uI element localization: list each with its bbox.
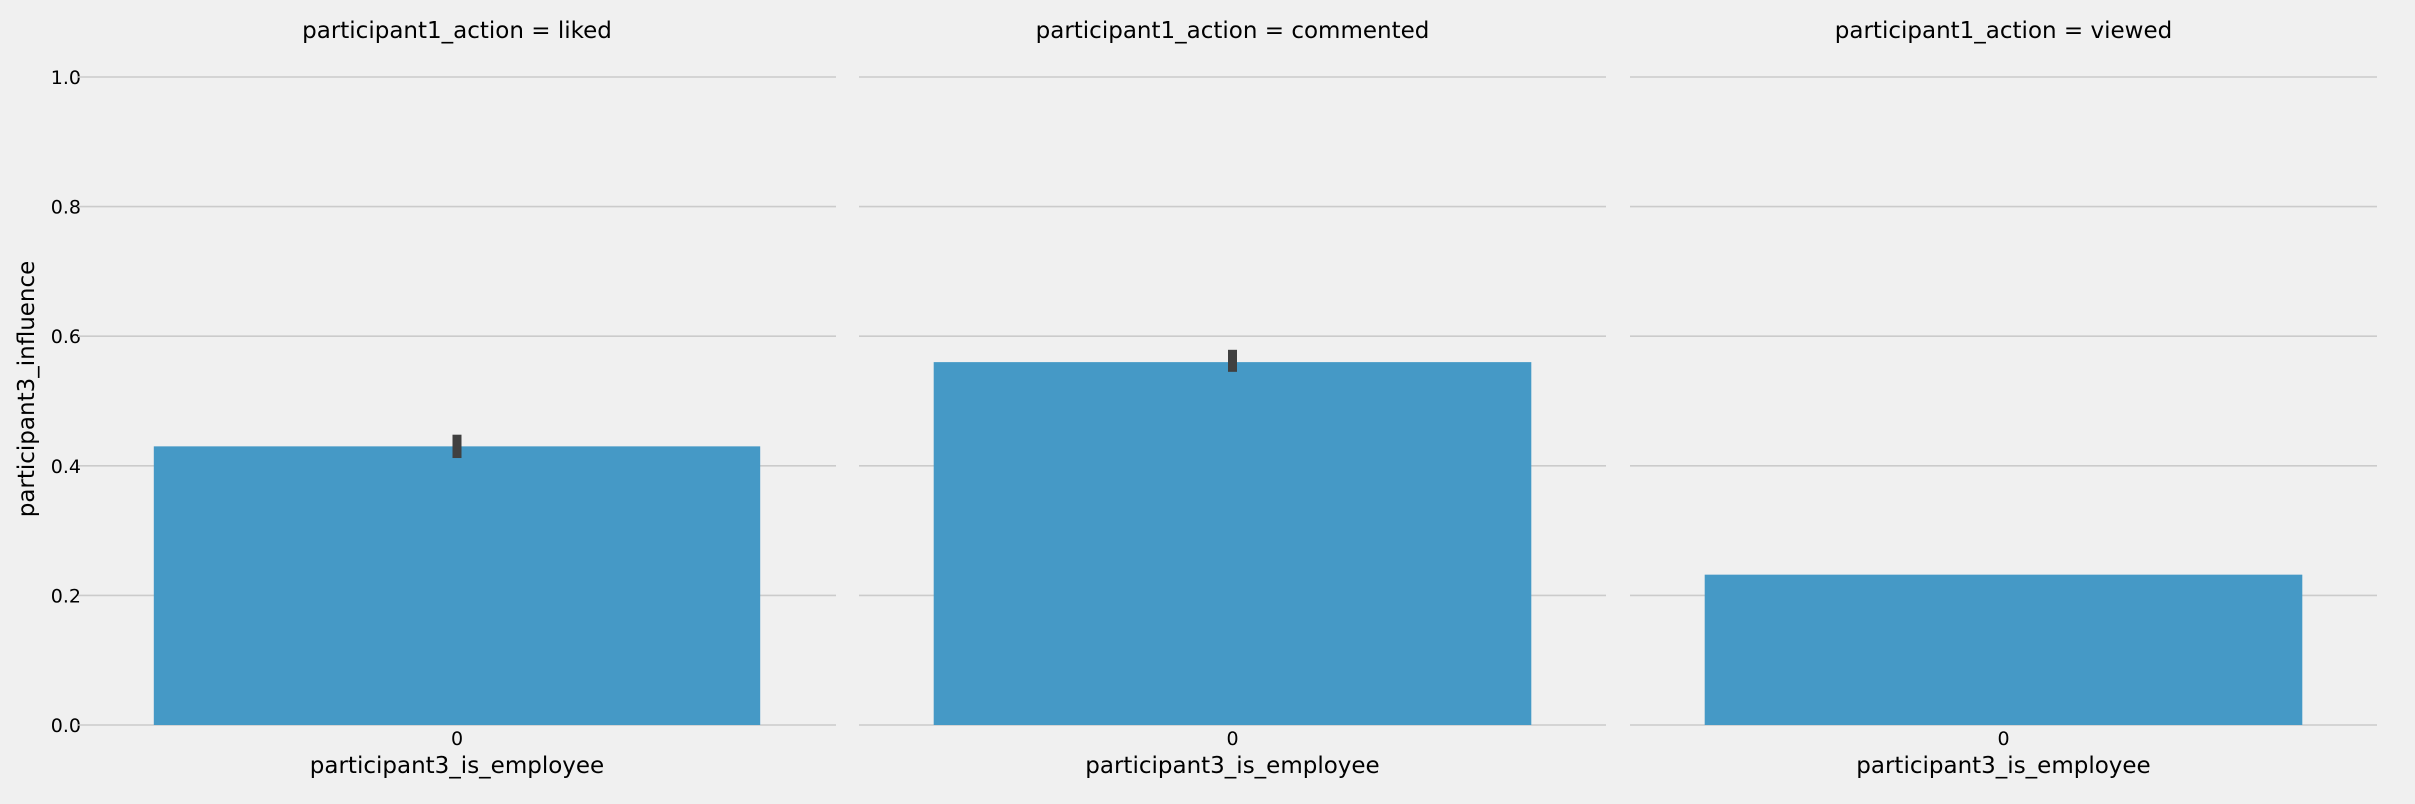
facet-panel-1: participant1_action = commented 0 particip… — [859, 18, 1606, 779]
y-tick-label: 0.4 — [51, 456, 81, 478]
facets: participant1_action = liked 0 participant3… — [78, 18, 2377, 779]
x-tick-label: 0 — [1226, 728, 1238, 750]
bar — [933, 362, 1532, 725]
bar — [153, 446, 761, 725]
facet-title: participant1_action = liked — [302, 18, 612, 44]
facet-panel-0: participant1_action = liked 0 participant3… — [78, 18, 836, 779]
x-axis-label: participant3_is_employee — [310, 753, 604, 779]
y-axis-label: participant3_influence — [14, 261, 40, 518]
bar — [1704, 574, 2303, 725]
y-tick-label: 0.2 — [51, 585, 81, 607]
facet-panel-2: participant1_action = viewed 0 participant… — [1630, 18, 2377, 779]
x-axis-label: participant3_is_employee — [1085, 753, 1379, 779]
facet-title: participant1_action = viewed — [1835, 18, 2172, 44]
x-tick-label: 0 — [1997, 728, 2009, 750]
facet-title: participant1_action = commented — [1036, 18, 1430, 44]
x-tick-label: 0 — [451, 728, 463, 750]
y-axis: 0.0 0.2 0.4 0.6 0.8 1.0 — [51, 67, 81, 737]
y-tick-label: 0.0 — [51, 715, 81, 737]
y-tick-label: 1.0 — [51, 67, 81, 89]
y-tick-label: 0.6 — [51, 326, 81, 348]
y-tick-label: 0.8 — [51, 197, 81, 219]
x-axis-label: participant3_is_employee — [1856, 753, 2150, 779]
